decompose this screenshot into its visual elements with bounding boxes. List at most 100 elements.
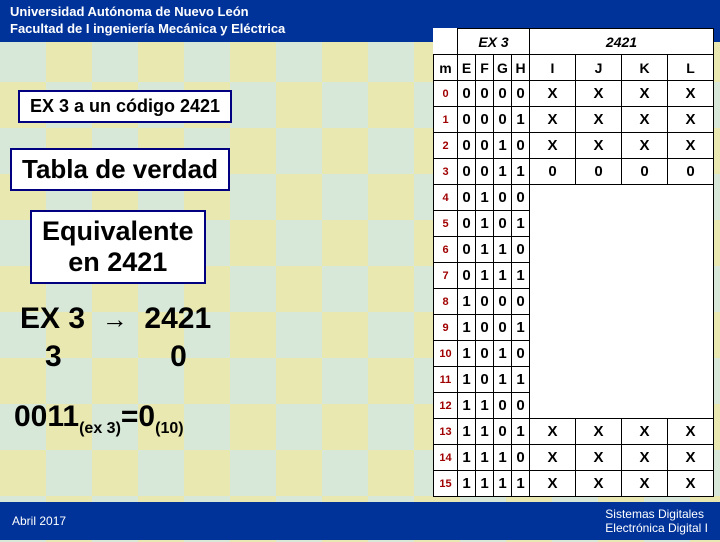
cell-h: 1 (512, 107, 530, 133)
cell-e: 1 (458, 445, 476, 471)
cell-i: X (530, 107, 576, 133)
cell-h: 1 (512, 471, 530, 497)
cell-f: 0 (476, 289, 494, 315)
cell-h: 1 (512, 211, 530, 237)
cell-j: X (576, 445, 622, 471)
cell-g: 1 (494, 263, 512, 289)
cell-l: X (668, 107, 714, 133)
cell-e: 0 (458, 159, 476, 185)
cell-i: X (530, 419, 576, 445)
label-equiv-line1: Equivalente (42, 216, 194, 247)
cell-h: 1 (512, 367, 530, 393)
cell-h: 1 (512, 419, 530, 445)
truth-table: EX 3 2421 m E F G H I J K L 00000XXXX100… (433, 28, 714, 497)
cell-k: X (622, 445, 668, 471)
cell-l: X (668, 133, 714, 159)
cell-g: 1 (494, 133, 512, 159)
cell-i: 0 (530, 159, 576, 185)
cell-k: 0 (622, 159, 668, 185)
table-row: 00000XXXX (434, 81, 714, 107)
cell-m: 5 (434, 211, 458, 237)
empty-2421-block (530, 185, 714, 419)
cell-f: 1 (476, 263, 494, 289)
cell-e: 0 (458, 133, 476, 159)
cell-g: 1 (494, 159, 512, 185)
footer-right: Sistemas Digitales Electrónica Digital I (605, 507, 708, 536)
cell-l: X (668, 445, 714, 471)
cell-g: 0 (494, 315, 512, 341)
cell-g: 1 (494, 445, 512, 471)
cell-m: 3 (434, 159, 458, 185)
cell-e: 1 (458, 419, 476, 445)
cell-g: 0 (494, 81, 512, 107)
cell-g: 0 (494, 107, 512, 133)
cell-m: 14 (434, 445, 458, 471)
cell-m: 11 (434, 367, 458, 393)
cell-f: 1 (476, 185, 494, 211)
eq-rhs-sub: (10) (155, 420, 183, 437)
table-row: 20010XXXX (434, 133, 714, 159)
cell-k: X (622, 133, 668, 159)
cell-e: 1 (458, 341, 476, 367)
cell-k: X (622, 107, 668, 133)
eq-rhs: =0 (121, 400, 155, 433)
cell-g: 0 (494, 289, 512, 315)
table-row: 40100 (434, 185, 714, 211)
label-equiv-line2: en 2421 (42, 247, 194, 278)
col-f: F (476, 55, 494, 81)
cell-m: 9 (434, 315, 458, 341)
cell-i: X (530, 445, 576, 471)
cell-j: X (576, 419, 622, 445)
cell-h: 1 (512, 263, 530, 289)
cell-e: 1 (458, 471, 476, 497)
cell-l: X (668, 419, 714, 445)
cell-f: 1 (476, 419, 494, 445)
cell-g: 0 (494, 185, 512, 211)
col-l: L (668, 55, 714, 81)
cell-g: 0 (494, 419, 512, 445)
cell-h: 0 (512, 393, 530, 419)
cell-f: 0 (476, 133, 494, 159)
cell-h: 0 (512, 237, 530, 263)
cell-m: 15 (434, 471, 458, 497)
cell-f: 0 (476, 107, 494, 133)
cell-e: 0 (458, 263, 476, 289)
cell-k: X (622, 471, 668, 497)
cell-h: 0 (512, 445, 530, 471)
cell-m: 8 (434, 289, 458, 315)
footer-right1: Sistemas Digitales (605, 507, 708, 521)
cell-h: 0 (512, 81, 530, 107)
cell-k: X (622, 419, 668, 445)
col-m: m (434, 55, 458, 81)
cell-m: 6 (434, 237, 458, 263)
conv-2421: 2421 (144, 302, 211, 335)
cell-l: 0 (668, 159, 714, 185)
col-g: G (494, 55, 512, 81)
cell-l: X (668, 81, 714, 107)
col-e: E (458, 55, 476, 81)
col-i: I (530, 55, 576, 81)
cell-g: 0 (494, 393, 512, 419)
cell-e: 0 (458, 211, 476, 237)
cell-i: X (530, 133, 576, 159)
table-row: 300110000 (434, 159, 714, 185)
cell-f: 1 (476, 211, 494, 237)
cell-h: 0 (512, 185, 530, 211)
label-ex3-code: EX 3 a un código 2421 (18, 90, 232, 123)
label-truth-table: Tabla de verdad (10, 148, 230, 191)
cell-h: 1 (512, 315, 530, 341)
equation: 0011(ex 3)=0(10) (14, 400, 184, 438)
table-header-row: EX 3 2421 (434, 29, 714, 55)
cell-f: 1 (476, 237, 494, 263)
footer-left: Abril 2017 (12, 514, 66, 528)
col-j: J (576, 55, 622, 81)
cell-e: 0 (458, 185, 476, 211)
col-h: H (512, 55, 530, 81)
cell-g: 0 (494, 211, 512, 237)
cell-f: 1 (476, 445, 494, 471)
cell-m: 1 (434, 107, 458, 133)
cell-e: 1 (458, 367, 476, 393)
cell-e: 0 (458, 81, 476, 107)
cell-f: 0 (476, 341, 494, 367)
label-equivalent: Equivalente en 2421 (30, 210, 206, 284)
